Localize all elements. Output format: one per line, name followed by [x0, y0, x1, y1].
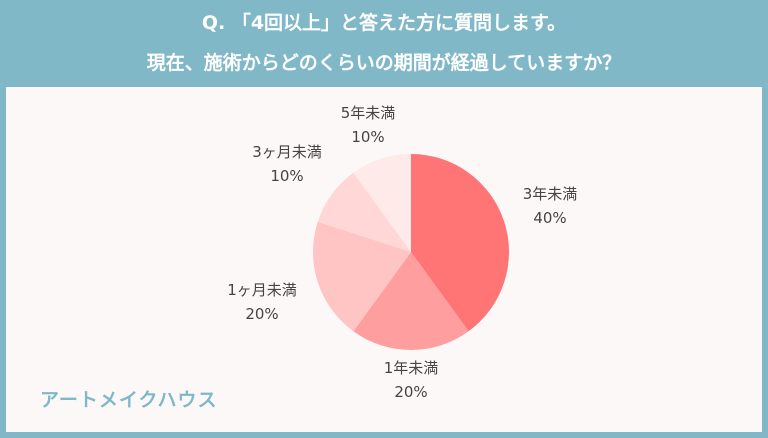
label-1month: 1ヶ月未満20% — [202, 278, 322, 326]
label-5years: 5年未満10% — [308, 101, 428, 149]
brand-logo: アートメイクハウス — [40, 385, 218, 412]
label-3years: 3年未満40% — [490, 182, 610, 230]
label-1year: 1年未満20% — [351, 356, 471, 404]
